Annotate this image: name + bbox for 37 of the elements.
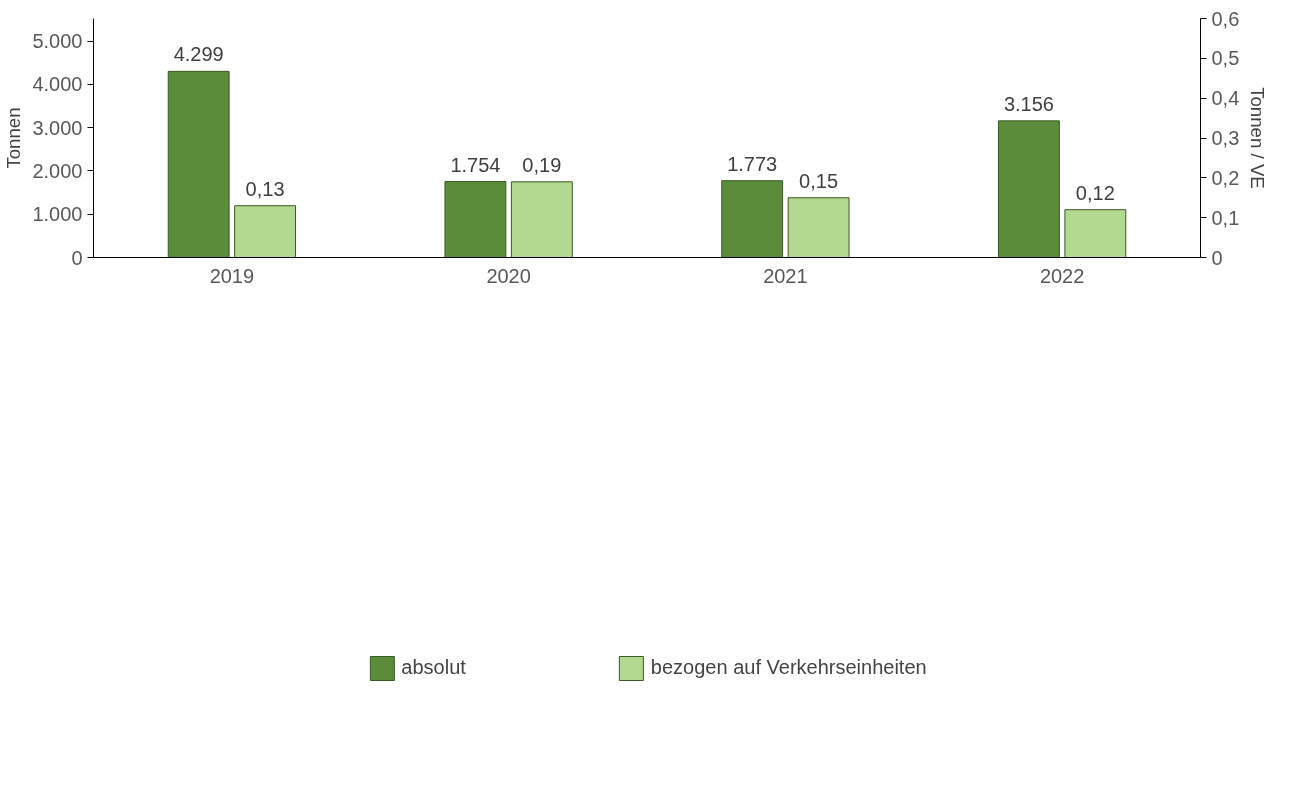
- x-tick-label: 2022: [1039, 264, 1085, 287]
- x-tick-label: 2019: [209, 264, 255, 287]
- x-tick-label: 2020: [486, 264, 531, 287]
- data-label: 0,19: [522, 153, 562, 176]
- y-tick-label: 0: [71, 246, 83, 269]
- data-label: 1.773: [727, 152, 778, 175]
- x-tick-label: 2021: [763, 264, 808, 287]
- bar: [510, 181, 573, 258]
- y2-tick-label: 0,6: [1211, 7, 1240, 30]
- y-tick-label: 2.000: [32, 159, 83, 182]
- legend-label: bezogen auf Verkehrseinheiten: [650, 656, 927, 679]
- legend-label: absolut: [401, 656, 466, 679]
- bar: [1064, 209, 1127, 258]
- y-axis-title: Tonnen: [3, 107, 25, 169]
- data-label: 0,12: [1075, 181, 1115, 204]
- bar: [234, 205, 297, 258]
- y-tick-label: 3.000: [32, 116, 83, 139]
- data-label: 1.754: [450, 153, 501, 176]
- y2-tick-label: 0,3: [1211, 127, 1240, 149]
- y2-tick-label: 0,5: [1211, 47, 1240, 70]
- data-label: 0,15: [799, 169, 839, 192]
- data-label: 3.156: [1003, 92, 1054, 115]
- y2-tick-label: 0,1: [1211, 206, 1240, 229]
- y2-tick-label: 0,4: [1211, 87, 1240, 110]
- y-tick-label: 4.000: [32, 73, 83, 96]
- data-label: 4.299: [173, 43, 224, 66]
- bar: [787, 197, 850, 258]
- y-tick-label: 5.000: [32, 30, 83, 53]
- y-tick-label: 1.000: [32, 203, 83, 226]
- bar: [997, 120, 1060, 258]
- y2-tick-label: 0,2: [1211, 166, 1240, 189]
- data-label: 0,13: [245, 177, 285, 200]
- bar: [167, 70, 230, 258]
- bar: [444, 181, 507, 258]
- bar: [721, 180, 784, 258]
- y2-tick-label: 0: [1211, 246, 1223, 269]
- y2-axis-title: Tonnen / VE: [1247, 87, 1269, 189]
